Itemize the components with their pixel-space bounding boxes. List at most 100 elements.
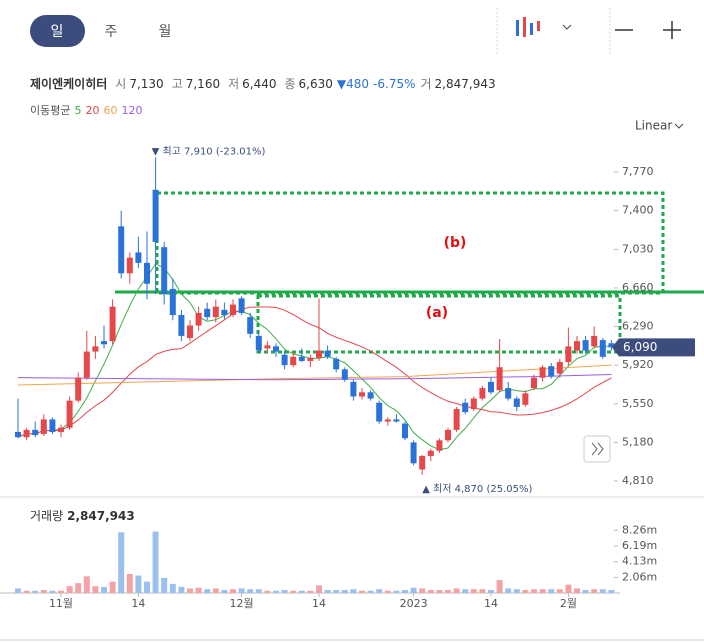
tab-selected[interactable] (30, 15, 85, 47)
volume-bar (505, 588, 512, 593)
volume-tick-label: 4.13m (622, 555, 657, 568)
volume-bar (376, 589, 383, 593)
candle-body (212, 306, 219, 318)
volume-bar (195, 587, 202, 593)
volume-bar (591, 589, 598, 593)
zoom-in[interactable] (663, 21, 681, 39)
scale-mode[interactable]: Linear (635, 119, 672, 133)
x-tick-label: 2023 (400, 597, 428, 610)
volume-bar (513, 589, 520, 593)
candle-body (204, 308, 211, 318)
volume-bar (462, 589, 469, 593)
candle-body (316, 350, 322, 358)
x-tick-label: 11월 (49, 597, 73, 610)
volume-bar (393, 590, 400, 593)
candle-body (574, 341, 580, 351)
candle-body (488, 381, 494, 393)
candle-body (341, 369, 348, 380)
volume-bar (539, 589, 546, 593)
candle-body (531, 377, 537, 389)
low-note: ▲ 최저 4,870 (25.05%) (422, 483, 532, 495)
annotation-label: (b) (444, 235, 467, 251)
y-tick-label: 5,550 (622, 397, 654, 410)
candle-body (161, 247, 168, 295)
volume-tick-label: 8.26m (622, 523, 657, 536)
candle-body (264, 345, 271, 349)
candle-body (436, 440, 443, 451)
tab-day[interactable]: 일 (51, 24, 64, 40)
tab-month[interactable]: 월 (159, 24, 172, 40)
last-price-tag (612, 338, 695, 357)
candle-body (384, 419, 391, 422)
volume-bar (169, 583, 176, 593)
y-tick-label: 5,180 (622, 435, 654, 448)
volume-value: 2,847,943 (67, 509, 135, 523)
candle-body (40, 419, 47, 435)
volume-bar (135, 575, 142, 593)
quote-value: 7,130 (129, 77, 163, 91)
candle-body (565, 346, 572, 363)
volume-label: 거 (421, 77, 432, 91)
tab-week[interactable]: 주 (105, 24, 118, 40)
volume-label: 거래량 (30, 509, 63, 523)
volume-bar (49, 590, 56, 593)
candle-body (470, 398, 477, 409)
volume-bar (144, 581, 150, 593)
candle-body (333, 358, 340, 370)
volume-bar (290, 590, 297, 593)
candle-body (324, 350, 331, 357)
ma-period: 60 (103, 104, 117, 117)
candle-body (144, 262, 150, 284)
ma-label: 이동평균 (30, 104, 70, 117)
volume-bar (599, 589, 606, 593)
volume-bar (298, 590, 305, 593)
candle-body (582, 340, 589, 351)
candle-body (195, 312, 202, 326)
volume-bar (118, 532, 125, 593)
volume-bar (23, 590, 30, 593)
y-tick-label: 5,920 (622, 358, 654, 371)
candle-body (522, 393, 529, 405)
candle-body (255, 335, 262, 351)
volume-bar (548, 589, 555, 593)
volume-bar (582, 589, 589, 593)
chart-type-icon[interactable] (516, 17, 540, 37)
change-pct: -6.75% (373, 77, 415, 91)
candle-body (247, 317, 254, 334)
dropdown-chevron[interactable] (562, 24, 572, 30)
candle-body (135, 252, 142, 263)
volume-bar (470, 589, 477, 593)
candle-body (410, 442, 417, 464)
candle-body (58, 427, 64, 432)
volume-bar (316, 585, 322, 593)
candle-body (359, 392, 365, 397)
candle-body (273, 346, 279, 352)
volume-bar (221, 589, 228, 593)
volume-bar (488, 589, 494, 593)
y-tick-label: 6,660 (622, 281, 654, 294)
scale-chevron[interactable] (674, 123, 684, 129)
volume-bar (66, 586, 73, 593)
last-price-label: 6,090 (623, 340, 657, 354)
volume-bar (419, 588, 426, 593)
volume-bar (32, 590, 39, 593)
candle-body (83, 351, 90, 378)
candle-body (427, 450, 434, 456)
quote-value: 6,440 (242, 77, 276, 91)
volume-bar (359, 590, 365, 593)
y-tick-label: 7,030 (622, 242, 654, 255)
quote-label: 고 (172, 77, 183, 91)
change: ▼480 (337, 77, 369, 91)
candle-body (101, 341, 107, 345)
candle-body (367, 392, 374, 399)
x-tick-label: 14 (312, 597, 326, 610)
candle-body (187, 325, 193, 339)
volume-bar (15, 588, 21, 593)
quote-value: 6,630 (299, 77, 333, 91)
volume-bar (187, 588, 193, 593)
candle-body (393, 419, 400, 422)
volume-bar (522, 589, 529, 593)
candle-body (350, 381, 357, 397)
volume-bar (83, 576, 90, 593)
